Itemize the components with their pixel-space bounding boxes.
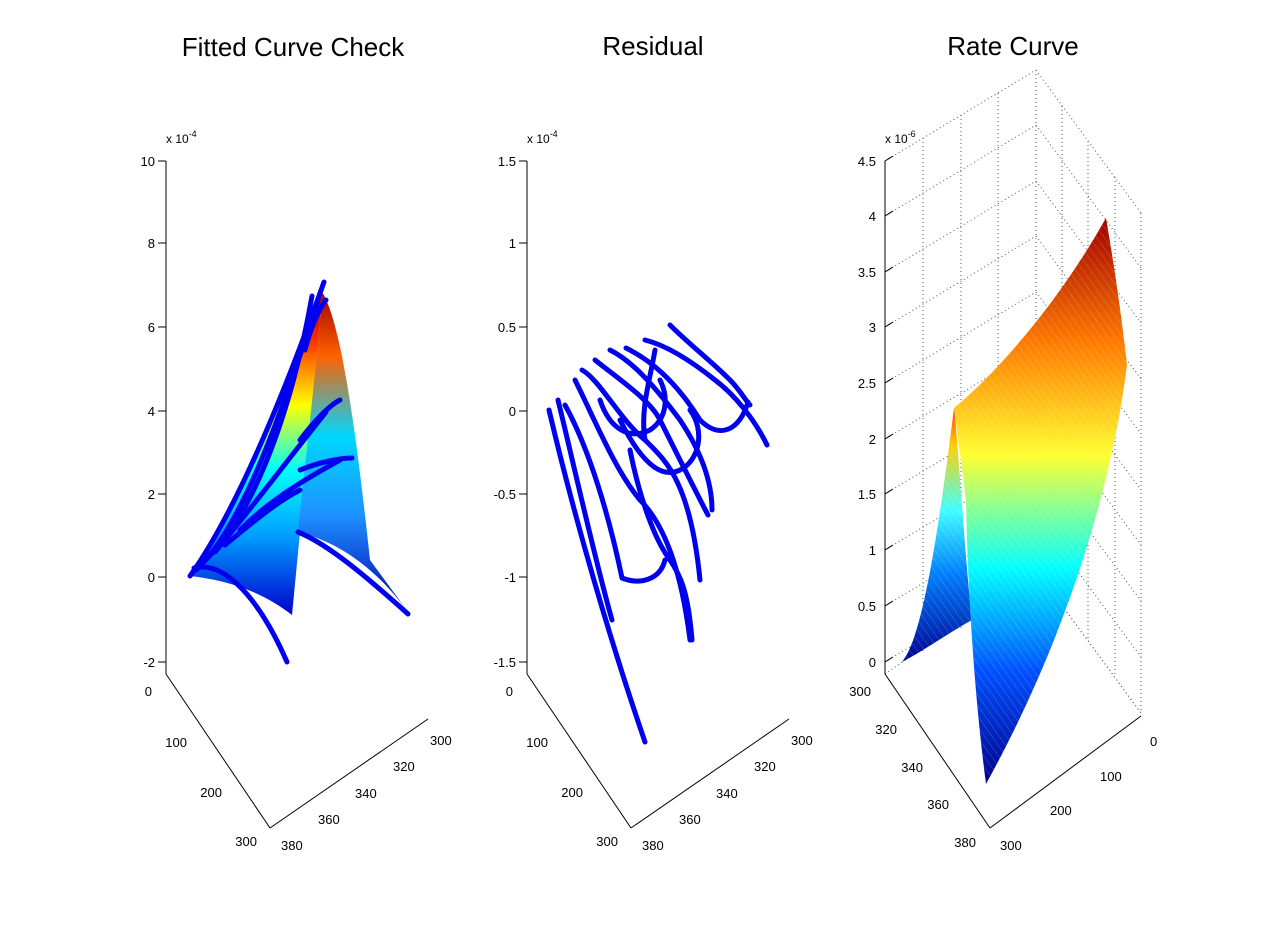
y-tick-label: 300 xyxy=(849,684,871,699)
x-tick-label: 100 xyxy=(1100,769,1122,784)
x-tick-label: 300 xyxy=(235,834,257,849)
rate-surface-mesh xyxy=(954,218,1127,784)
y-tick-label: 340 xyxy=(901,760,923,775)
y-tick-label: 300 xyxy=(430,733,452,748)
z-tick-label: -1.5 xyxy=(494,655,516,670)
z-tick-label: 3.5 xyxy=(858,265,876,280)
x-tick-label: 200 xyxy=(561,785,583,800)
fitted-surface-right xyxy=(298,292,408,612)
y-tick-label: 380 xyxy=(954,835,976,850)
y-tick-label: 360 xyxy=(927,797,949,812)
y-tick-label: 380 xyxy=(642,838,664,853)
y-tick-label: 300 xyxy=(791,733,813,748)
panel-fitted-curve-check: Fitted Curve Check 10 8 6 4 2 0 -2 x 10-… xyxy=(141,32,452,853)
x-axis-line xyxy=(165,673,271,829)
z-tick-label: 2 xyxy=(869,432,876,447)
x-tick-label: 200 xyxy=(1050,803,1072,818)
residual-marker-traces xyxy=(546,322,770,745)
z-tick-label: 8 xyxy=(148,236,155,251)
x-tick-label: 100 xyxy=(165,735,187,750)
z-tick-label: -2 xyxy=(143,655,155,670)
z-tick-label: 0.5 xyxy=(498,320,516,335)
x-tick-label: 200 xyxy=(200,785,222,800)
z-tick-label: 1 xyxy=(509,236,516,251)
y-tick-label: 380 xyxy=(281,838,303,853)
x-tick-label: 0 xyxy=(145,684,152,699)
panel-title: Fitted Curve Check xyxy=(182,32,406,62)
x-tick-label: 300 xyxy=(596,834,618,849)
z-tick-label: 0 xyxy=(148,570,155,585)
z-tick-label: 6 xyxy=(148,320,155,335)
z-tick-label: 0 xyxy=(869,655,876,670)
z-axis-ticks xyxy=(519,160,527,663)
z-tick-label: 1.5 xyxy=(498,154,516,169)
x-tick-label: 0 xyxy=(1150,734,1157,749)
z-tick-label: 10 xyxy=(141,154,155,169)
y-axis-line xyxy=(630,718,790,829)
z-tick-label: -0.5 xyxy=(494,487,516,502)
y-tick-label: 340 xyxy=(355,786,377,801)
y-tick-label: 320 xyxy=(875,722,897,737)
y-tick-label: 320 xyxy=(754,759,776,774)
panel-title: Residual xyxy=(602,31,703,61)
z-multiplier: x 10-4 xyxy=(166,129,197,146)
z-multiplier: x 10-4 xyxy=(527,129,558,146)
y-axis-line xyxy=(884,673,991,829)
z-tick-label: 0.5 xyxy=(858,599,876,614)
y-tick-label: 360 xyxy=(679,812,701,827)
z-tick-label: -1 xyxy=(504,570,516,585)
z-multiplier: x 10-6 xyxy=(885,129,916,146)
panel-residual: Residual 1.5 1 0.5 0 -0.5 -1 -1.5 x 10-4… xyxy=(494,31,813,853)
z-axis-ticks xyxy=(884,155,894,663)
x-axis-line xyxy=(526,673,632,829)
x-tick-label: 100 xyxy=(526,735,548,750)
z-tick-label: 1.5 xyxy=(858,487,876,502)
z-tick-label: 2.5 xyxy=(858,376,876,391)
z-tick-label: 1 xyxy=(869,543,876,558)
z-tick-label: 3 xyxy=(869,320,876,335)
fitted-marker-traces xyxy=(187,279,411,665)
z-tick-label: 4 xyxy=(148,404,155,419)
x-tick-label: 300 xyxy=(1000,838,1022,853)
x-tick-label: 0 xyxy=(506,684,513,699)
z-tick-label: 4 xyxy=(869,209,876,224)
panel-rate-curve: Rate Curve xyxy=(849,31,1157,853)
x-axis-line xyxy=(989,715,1142,829)
z-tick-label: 4.5 xyxy=(858,154,876,169)
z-tick-label: 2 xyxy=(148,487,155,502)
z-tick-label: 0 xyxy=(509,404,516,419)
y-tick-label: 340 xyxy=(716,786,738,801)
y-axis-line xyxy=(269,718,429,829)
y-tick-label: 320 xyxy=(393,759,415,774)
y-tick-label: 360 xyxy=(318,812,340,827)
panel-title: Rate Curve xyxy=(947,31,1079,61)
z-axis-ticks xyxy=(158,160,166,663)
rate-surface-side-mesh xyxy=(902,408,972,662)
